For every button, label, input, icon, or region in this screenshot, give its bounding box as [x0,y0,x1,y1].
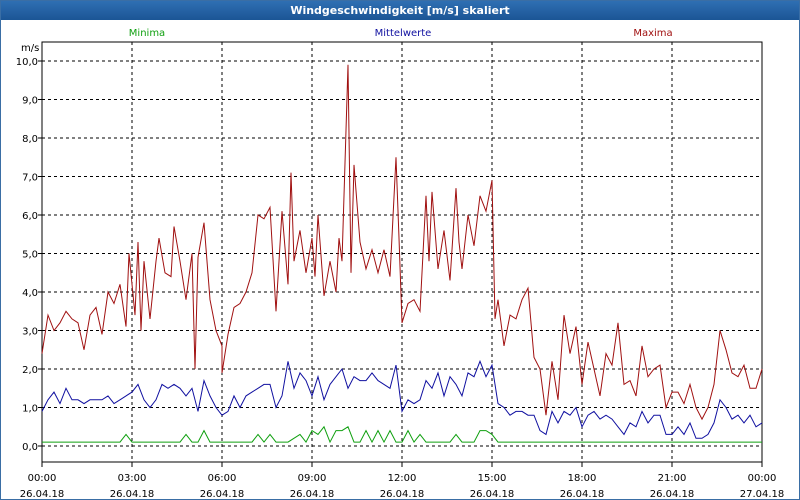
x-tick-time: 21:00 [658,473,687,484]
y-tick-label: 5,0 [22,250,38,261]
series-layer [41,64,763,444]
x-tick-time: 06:00 [208,473,237,484]
window-title: Windgeschwindigkeit [m/s] skaliert [1,1,799,20]
x-tick-date: 27.04.18 [740,489,785,499]
legend-maxima: Maxima [633,28,672,39]
wind-speed-chart: 0,0 1,0 2,0 3,0 4,0 5,0 6,0 7,0 8,0 9,0 10,0 00:00 2… [16,28,785,499]
legend-minima: Minima [129,28,165,39]
x-tick-date: 26.04.18 [650,489,695,499]
y-tick-label: 4,0 [22,288,38,299]
x-tick-time: 18:00 [568,473,597,484]
x-tick-time: 03:00 [118,473,147,484]
series-line-maxima [41,64,763,421]
y-tick-label: 10,0 [16,57,38,68]
x-tick-date: 26.04.18 [110,489,155,499]
series-line-mittelwerte [41,359,763,439]
y-tick-label: 3,0 [22,327,38,338]
x-tick-time: 00:00 [748,473,777,484]
x-tick-time: 12:00 [388,473,417,484]
y-tick-label: 9,0 [22,96,38,107]
x-tick-date: 26.04.18 [20,489,65,499]
x-tick-date: 26.04.18 [200,489,245,499]
tick-labels: 0,0 1,0 2,0 3,0 4,0 5,0 6,0 7,0 8,0 9,0 10,0 00:00 2… [16,57,785,499]
y-tick-label: 2,0 [22,365,38,376]
x-tick-date: 26.04.18 [380,489,425,499]
legend-mittelwerte: Mittelwerte [375,28,432,39]
y-tick-label: 0,0 [22,442,38,453]
grid [42,42,762,462]
x-tick-time: 00:00 [28,473,57,484]
x-tick-date: 26.04.18 [560,489,605,499]
y-axis-unit: m/s [21,43,39,54]
y-tick-label: 6,0 [22,211,38,222]
x-tick-date: 26.04.18 [290,489,335,499]
y-tick-label: 8,0 [22,134,38,145]
x-tick-date: 26.04.18 [470,489,515,499]
y-tick-label: 1,0 [22,404,38,415]
x-tick-time: 15:00 [478,473,507,484]
x-tick-time: 09:00 [298,473,327,484]
series-line-minima [42,425,762,444]
y-tick-label: 7,0 [22,173,38,184]
axes [38,41,763,467]
